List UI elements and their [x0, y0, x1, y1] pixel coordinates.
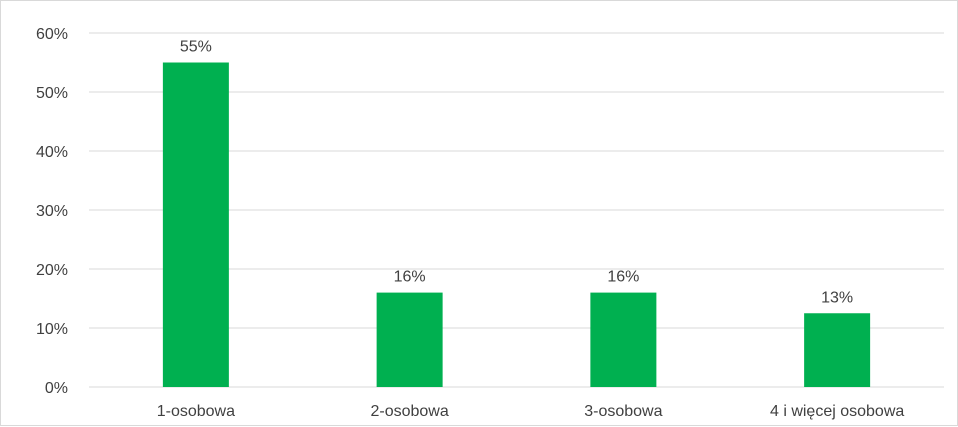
data-labels: 55% 16% 16% 13%	[180, 39, 853, 307]
category-label-2: 2-osobowa	[370, 403, 448, 420]
category-label-1: 1-osobowa	[157, 403, 235, 420]
y-tick-label: 50%	[36, 85, 68, 102]
bar-1	[162, 62, 229, 387]
x-axis-category-labels: 1-osobowa 2-osobowa 3-osobowa 4 i więcej os…	[157, 403, 905, 420]
data-label-2: 16%	[394, 269, 426, 286]
data-label-3: 16%	[607, 269, 639, 286]
category-label-4: 4 i więcej osobowa	[770, 403, 904, 420]
y-tick-label: 10%	[36, 321, 68, 338]
y-tick-label: 60%	[36, 26, 68, 43]
y-tick-label: 30%	[36, 203, 68, 220]
y-tick-label: 20%	[36, 262, 68, 279]
bar-2	[376, 292, 443, 387]
y-axis-tick-labels: 0% 10% 20% 30% 40% 50% 60%	[36, 26, 68, 397]
bars	[162, 62, 871, 387]
category-label-3: 3-osobowa	[584, 403, 662, 420]
y-tick-label: 0%	[45, 380, 68, 397]
data-label-4: 13%	[821, 289, 853, 306]
bar-3	[590, 292, 657, 387]
data-label-1: 55%	[180, 39, 212, 56]
y-tick-label: 40%	[36, 144, 68, 161]
bar-4	[804, 313, 871, 387]
gridlines	[89, 32, 944, 388]
